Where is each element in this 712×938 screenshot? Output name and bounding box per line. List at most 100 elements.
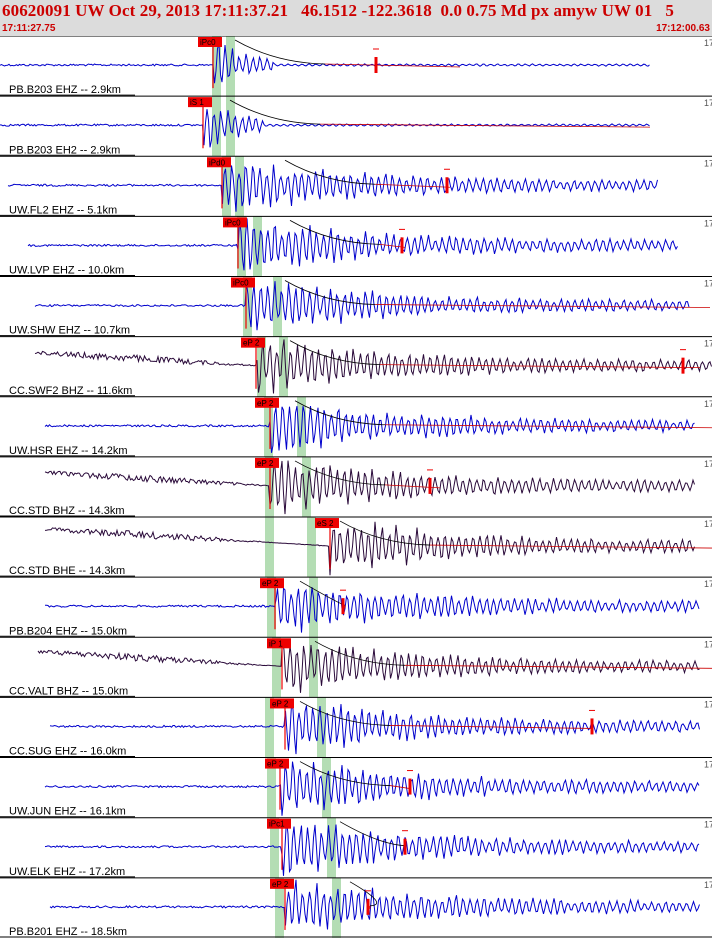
amplitude-marker (428, 477, 432, 494)
coda-fit-curve (299, 761, 391, 786)
seismogram-panel[interactable]: iPc0 PB.B203 EHZ -- 2.9km 17 iS 1 PB.B203 EH… (0, 36, 712, 938)
trace-row: eP 2 CC.SUG EHZ -- 16.0km 17 (0, 696, 712, 758)
pick-label: eS 2 (317, 519, 334, 528)
coda-fit-tail (324, 63, 461, 68)
pick-label-box (270, 698, 294, 709)
pick-label: iPc0 (233, 279, 249, 288)
coda-fit-curve (229, 99, 321, 125)
s-window-band (332, 877, 341, 938)
trace-label: CC.SUG EHZ -- 16.0km (9, 746, 126, 758)
window-end-time: 17:12:00.63 (656, 23, 710, 34)
coda-fit-curve (294, 460, 386, 486)
panel-corner-mark: 17 (704, 399, 712, 409)
waveform-trace (44, 587, 700, 633)
s-window-band (327, 817, 336, 878)
s-window-band (309, 577, 318, 638)
coda-fit-curve (339, 821, 406, 847)
coda-fit-tail (384, 424, 712, 429)
coda-fit-tail (374, 183, 451, 188)
trace-label: UW.FL2 EHZ -- 5.1km (9, 204, 117, 216)
coda-fit-curve (314, 640, 406, 666)
waveform-trace (44, 761, 700, 816)
trace-row: iPc0 UW.LVP EHZ -- 10.0km 17 (0, 215, 712, 277)
pick-label: eP 2 (262, 579, 279, 588)
coda-fit-tail (374, 304, 711, 308)
pick-label-box (241, 337, 265, 348)
coda-fit-tail (379, 364, 701, 369)
p-window-band (257, 336, 266, 397)
pick-label-box (260, 578, 284, 589)
coda-fit-tail (429, 544, 712, 549)
coda-fit-curve (284, 159, 376, 185)
panel-corner-mark: 17 (704, 459, 712, 469)
coda-fit-curve (234, 39, 326, 65)
pick-label: eP 2 (272, 880, 289, 889)
p-window-band (212, 96, 221, 157)
pick-label-box (255, 457, 279, 468)
amplitude-marker (408, 778, 412, 795)
p-window-band (267, 577, 276, 638)
pick-label: iPc1 (269, 820, 285, 829)
trace-label: UW.ELK EHZ -- 17.2km (9, 866, 125, 878)
pick-label-box (267, 818, 291, 829)
trace-label: PB.B203 EH2 -- 2.9km (9, 144, 120, 156)
coda-fit-tail (319, 123, 651, 128)
trace-row: eP 2 CC.SWF2 BHZ -- 11.6km 17 (0, 336, 712, 397)
pick-label: iP 1 (269, 639, 283, 648)
trace-row: iS 1 PB.B203 EH2 -- 2.9km 17 (0, 95, 712, 157)
amplitude-marker (403, 838, 407, 855)
waveform-trace (27, 218, 678, 271)
p-window-band (265, 697, 274, 758)
waveform-trace (34, 338, 712, 394)
s-window-band (235, 156, 244, 217)
panel-corner-mark: 17 (704, 279, 712, 289)
waveform-trace (7, 164, 658, 212)
pick-label: eP 2 (243, 339, 260, 348)
amplitude-marker (366, 898, 370, 915)
panel-corner-mark: 17 (704, 760, 712, 770)
pick-label-box (267, 638, 291, 649)
waveform-trace (49, 879, 700, 930)
panel-corner-mark: 17 (704, 699, 712, 709)
panel-corner-mark: 17 (704, 579, 712, 589)
trace-label: UW.JUN EHZ -- 16.1km (9, 806, 126, 818)
panel-corner-mark: 17 (704, 820, 712, 830)
amplitude-marker (590, 718, 594, 735)
trace-row: iPc1 UW.ELK EHZ -- 17.2km 17 (0, 817, 712, 878)
trace-row: iPc0 UW.SHW EHZ -- 10.7km 17 (0, 276, 712, 337)
event-header: 60620091 UW Oct 29, 2013 17:11:37.21 46.… (0, 0, 712, 36)
panel-corner-mark: 17 (704, 98, 712, 108)
p-window-band (272, 637, 281, 698)
pick-label: iPd0 (209, 158, 226, 167)
coda-fit-tail (404, 664, 712, 669)
panel-corner-mark: 17 (704, 339, 712, 349)
trace-row: eP 2 UW.JUN EHZ -- 16.1km 17 (0, 757, 712, 818)
p-window-band (270, 817, 279, 878)
panel-corner-mark: 17 (704, 158, 712, 168)
pick-label-box (265, 758, 289, 769)
waveform-trace (34, 281, 690, 331)
amplitude-marker (374, 57, 378, 73)
pick-label-box (315, 518, 339, 529)
trace-label: CC.STD BHE -- 14.3km (9, 565, 125, 577)
pick-label: iS 1 (190, 98, 204, 107)
waveform-trace (37, 639, 700, 693)
waveform-trace (44, 521, 695, 576)
trace-row: iPc0 PB.B203 EHZ -- 2.9km 17 (0, 36, 712, 97)
pick-label: iPc0 (225, 218, 241, 227)
coda-fit-tail (389, 725, 593, 729)
amplitude-marker (681, 357, 685, 374)
pick-label-box (198, 37, 222, 47)
waveform-trace (44, 460, 695, 515)
trace-row: eP 2 UW.HSR EHZ -- 14.2km 17 (0, 396, 712, 457)
s-window-band (307, 517, 316, 578)
trace-label: CC.VALT BHZ -- 15.0km (9, 685, 128, 697)
amplitude-marker (400, 237, 404, 254)
p-window-band (265, 517, 274, 578)
coda-fit-curve (289, 220, 381, 245)
coda-fit-curve (284, 280, 376, 305)
waveform-trace (49, 704, 700, 755)
trace-label: PB.B204 EHZ -- 15.0km (9, 625, 127, 637)
trace-row: eP 2 PB.B204 EHZ -- 15.0km 17 (0, 576, 712, 638)
trace-label: CC.SWF2 BHZ -- 11.6km (9, 385, 132, 397)
